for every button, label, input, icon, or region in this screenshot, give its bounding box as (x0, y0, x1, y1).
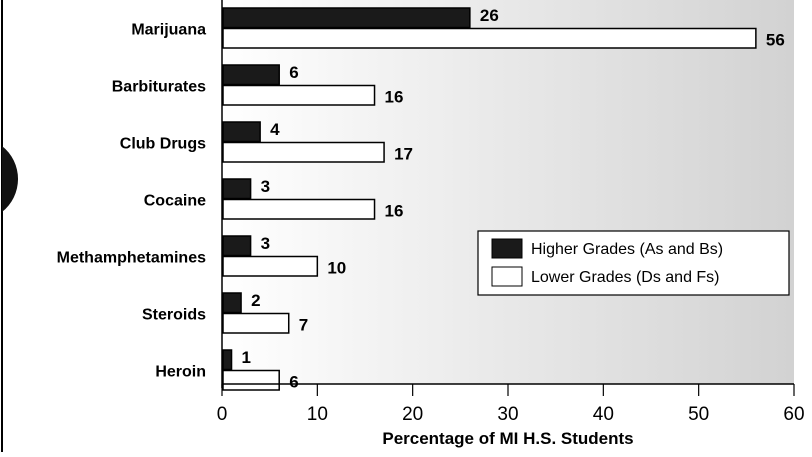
x-tick-label-40: 40 (593, 404, 614, 425)
bar-marijuana-higher (222, 7, 471, 29)
bar-methamphetamines-lower (222, 255, 319, 277)
value-label-marijuana-lower: 56 (766, 31, 785, 50)
category-label-club-drugs: Club Drugs (120, 136, 206, 153)
value-label-methamphetamines-lower: 10 (327, 259, 346, 278)
value-label-heroin-lower: 6 (289, 373, 298, 392)
category-label-marijuana: Marijuana (131, 22, 206, 39)
left-tab-decoration (2, 146, 19, 212)
x-tick-label-10: 10 (307, 404, 328, 425)
x-tick-label-0: 0 (217, 404, 228, 425)
bar-club-drugs-lower (222, 141, 385, 163)
value-label-club-drugs-higher: 4 (270, 120, 280, 139)
value-label-barbiturates-lower: 16 (385, 88, 404, 107)
bar-heroin-higher (222, 349, 233, 371)
value-label-heroin-higher: 1 (242, 348, 251, 367)
category-label-heroin: Heroin (155, 364, 206, 381)
x-tick-label-60: 60 (783, 404, 804, 425)
legend-box (477, 230, 790, 296)
category-label-cocaine: Cocaine (144, 193, 206, 210)
x-tick-label-50: 50 (688, 404, 709, 425)
category-label-methamphetamines: Methamphetamines (57, 250, 206, 267)
x-tick-label-30: 30 (497, 404, 518, 425)
value-label-methamphetamines-higher: 3 (261, 234, 270, 253)
bar-barbiturates-lower (222, 84, 376, 106)
value-label-cocaine-higher: 3 (261, 177, 270, 196)
bar-club-drugs-higher (222, 121, 261, 143)
x-axis-title: Percentage of MI H.S. Students (382, 429, 633, 448)
legend-label-lower: Lower Grades (Ds and Fs) (531, 269, 720, 286)
value-label-marijuana-higher: 26 (480, 6, 499, 25)
legend: Higher Grades (As and Bs) Lower Grades (… (477, 230, 790, 296)
bar-cocaine-lower (222, 198, 376, 220)
bar-steroids-higher (222, 292, 242, 314)
legend-label-higher: Higher Grades (As and Bs) (531, 241, 723, 258)
bar-marijuana-lower (222, 27, 757, 49)
value-label-cocaine-lower: 16 (385, 202, 404, 221)
x-tick-label-20: 20 (402, 404, 423, 425)
bar-heroin-lower (222, 369, 280, 391)
value-label-steroids-higher: 2 (251, 291, 260, 310)
category-label-barbiturates: Barbiturates (112, 79, 206, 96)
legend-swatch-lower (491, 266, 523, 287)
bar-cocaine-higher (222, 178, 252, 200)
legend-swatch-higher (491, 238, 523, 259)
bar-barbiturates-higher (222, 64, 280, 86)
bar-steroids-lower (222, 312, 290, 334)
value-label-club-drugs-lower: 17 (394, 145, 413, 164)
plot-background (222, 0, 794, 384)
value-label-barbiturates-higher: 6 (289, 63, 298, 82)
category-label-steroids: Steroids (142, 307, 206, 324)
value-label-steroids-lower: 7 (299, 316, 308, 335)
bar-methamphetamines-higher (222, 235, 252, 257)
